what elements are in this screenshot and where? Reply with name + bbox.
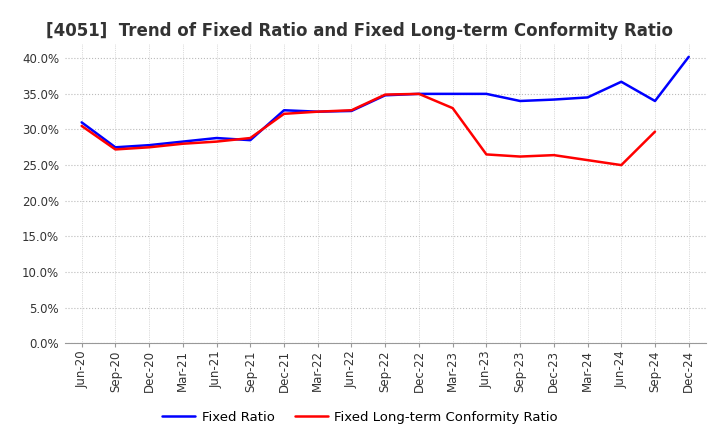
Fixed Long-term Conformity Ratio	[617, 162, 626, 168]
Fixed Ratio	[347, 108, 356, 114]
Fixed Long-term Conformity Ratio	[651, 129, 660, 134]
Fixed Long-term Conformity Ratio	[313, 109, 322, 114]
Fixed Ratio	[279, 108, 288, 113]
Fixed Long-term Conformity Ratio	[381, 92, 390, 97]
Fixed Ratio	[583, 95, 592, 100]
Fixed Ratio	[313, 109, 322, 114]
Fixed Long-term Conformity Ratio	[111, 147, 120, 152]
Fixed Ratio	[145, 143, 153, 148]
Line: Fixed Long-term Conformity Ratio: Fixed Long-term Conformity Ratio	[81, 94, 655, 165]
Fixed Ratio	[77, 120, 86, 125]
Fixed Long-term Conformity Ratio	[145, 145, 153, 150]
Fixed Ratio	[651, 99, 660, 104]
Fixed Ratio	[549, 97, 558, 102]
Fixed Long-term Conformity Ratio	[212, 139, 221, 144]
Fixed Long-term Conformity Ratio	[482, 152, 491, 157]
Line: Fixed Ratio: Fixed Ratio	[81, 57, 689, 147]
Fixed Long-term Conformity Ratio	[179, 141, 187, 147]
Fixed Ratio	[415, 91, 423, 96]
Fixed Ratio	[685, 54, 693, 59]
Fixed Ratio	[449, 91, 457, 96]
Fixed Ratio	[246, 138, 255, 143]
Text: [4051]  Trend of Fixed Ratio and Fixed Long-term Conformity Ratio: [4051] Trend of Fixed Ratio and Fixed Lo…	[47, 22, 673, 40]
Fixed Long-term Conformity Ratio	[583, 158, 592, 163]
Legend: Fixed Ratio, Fixed Long-term Conformity Ratio: Fixed Ratio, Fixed Long-term Conformity …	[157, 405, 563, 429]
Fixed Long-term Conformity Ratio	[279, 111, 288, 117]
Fixed Long-term Conformity Ratio	[347, 108, 356, 113]
Fixed Long-term Conformity Ratio	[246, 136, 255, 141]
Fixed Ratio	[179, 139, 187, 144]
Fixed Long-term Conformity Ratio	[77, 123, 86, 128]
Fixed Ratio	[617, 79, 626, 84]
Fixed Ratio	[482, 91, 491, 96]
Fixed Ratio	[111, 145, 120, 150]
Fixed Ratio	[212, 136, 221, 141]
Fixed Long-term Conformity Ratio	[516, 154, 524, 159]
Fixed Long-term Conformity Ratio	[415, 91, 423, 96]
Fixed Ratio	[381, 93, 390, 98]
Fixed Ratio	[516, 99, 524, 104]
Fixed Long-term Conformity Ratio	[449, 106, 457, 111]
Fixed Long-term Conformity Ratio	[549, 153, 558, 158]
